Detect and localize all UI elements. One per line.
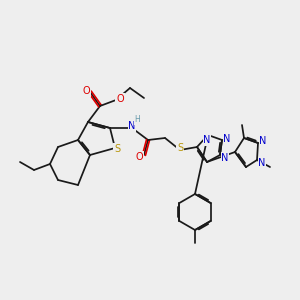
- Text: N: N: [221, 153, 229, 163]
- Text: N: N: [258, 158, 266, 168]
- Text: O: O: [116, 94, 124, 104]
- Text: S: S: [177, 143, 183, 153]
- Text: S: S: [114, 144, 120, 154]
- Text: H: H: [134, 116, 140, 124]
- Text: N: N: [259, 136, 267, 146]
- Text: N: N: [203, 135, 211, 145]
- Text: O: O: [82, 86, 90, 96]
- Text: N: N: [128, 121, 136, 131]
- Text: N: N: [223, 134, 231, 144]
- Text: O: O: [135, 152, 143, 162]
